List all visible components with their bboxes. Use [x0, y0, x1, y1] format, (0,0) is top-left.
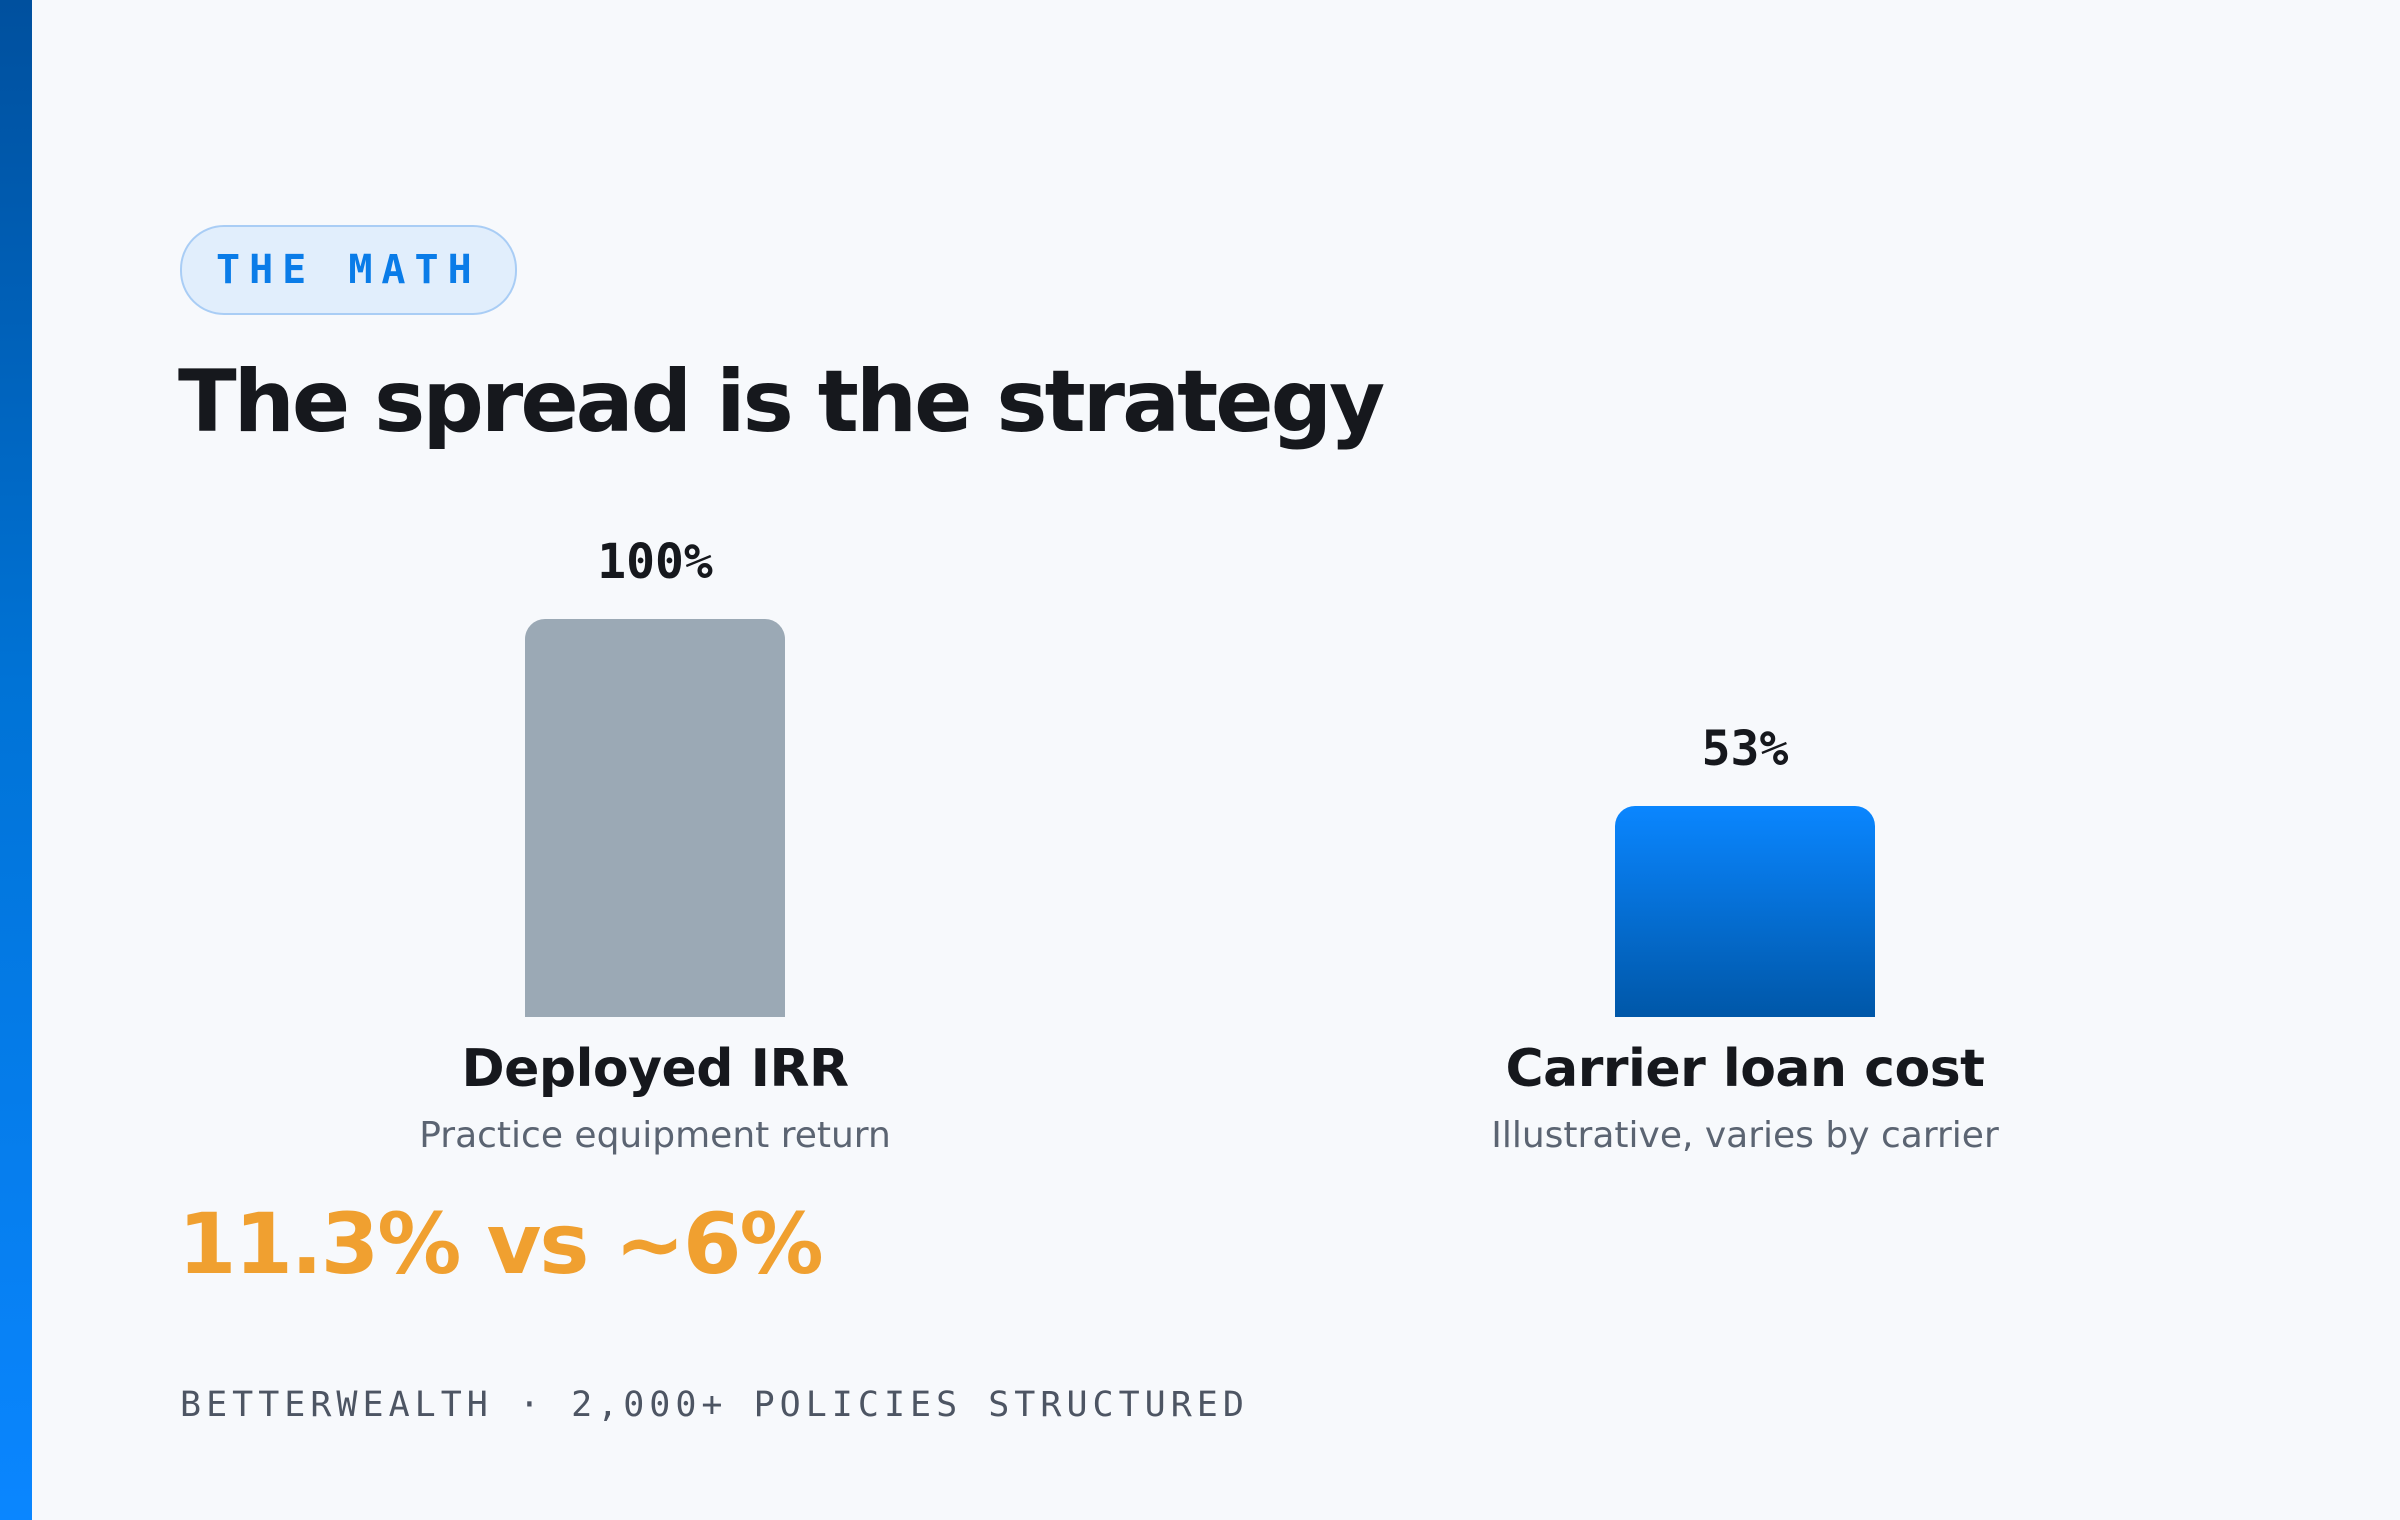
category-subtitle: Practice equipment return [419, 1115, 891, 1156]
page-title: The spread is the strategy [178, 352, 1385, 452]
bar-chart: 100% Deployed IRR Practice equipment retur… [0, 500, 2400, 1220]
category-label: Deployed IRR [461, 1039, 849, 1099]
category-subtitle: Illustrative, varies by carrier [1491, 1115, 1999, 1156]
bar-value-label: 53% [1701, 721, 1789, 778]
bar-1 [1615, 806, 1875, 1017]
footer-tagline: BETTERWEALTH · 2,000+ POLICIES STRUCTURE… [180, 1385, 1249, 1425]
bar-value-label: 100% [597, 534, 713, 590]
bar-0 [525, 619, 785, 1017]
comparison-callout: 11.3% vs ~6% [178, 1195, 824, 1293]
accent-bar [0, 0, 32, 1520]
category-label: Carrier loan cost [1505, 1039, 1986, 1099]
section-eyebrow-badge: THE MATH [180, 225, 517, 315]
